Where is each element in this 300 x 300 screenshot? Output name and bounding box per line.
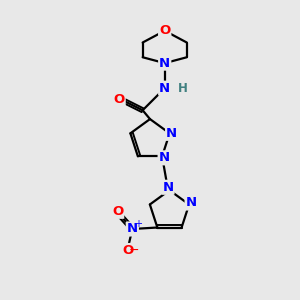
Text: N: N bbox=[166, 127, 177, 140]
Text: O: O bbox=[159, 24, 170, 37]
Text: O: O bbox=[113, 93, 125, 106]
Text: N: N bbox=[186, 196, 197, 209]
Text: O: O bbox=[122, 244, 134, 257]
Text: −: − bbox=[129, 244, 140, 257]
Text: H: H bbox=[178, 82, 187, 95]
Text: N: N bbox=[162, 181, 174, 194]
Text: N: N bbox=[127, 223, 138, 236]
Text: N: N bbox=[159, 82, 170, 95]
Text: +: + bbox=[134, 219, 142, 229]
Text: N: N bbox=[159, 57, 170, 70]
Text: N: N bbox=[159, 151, 170, 164]
Text: O: O bbox=[112, 205, 123, 218]
